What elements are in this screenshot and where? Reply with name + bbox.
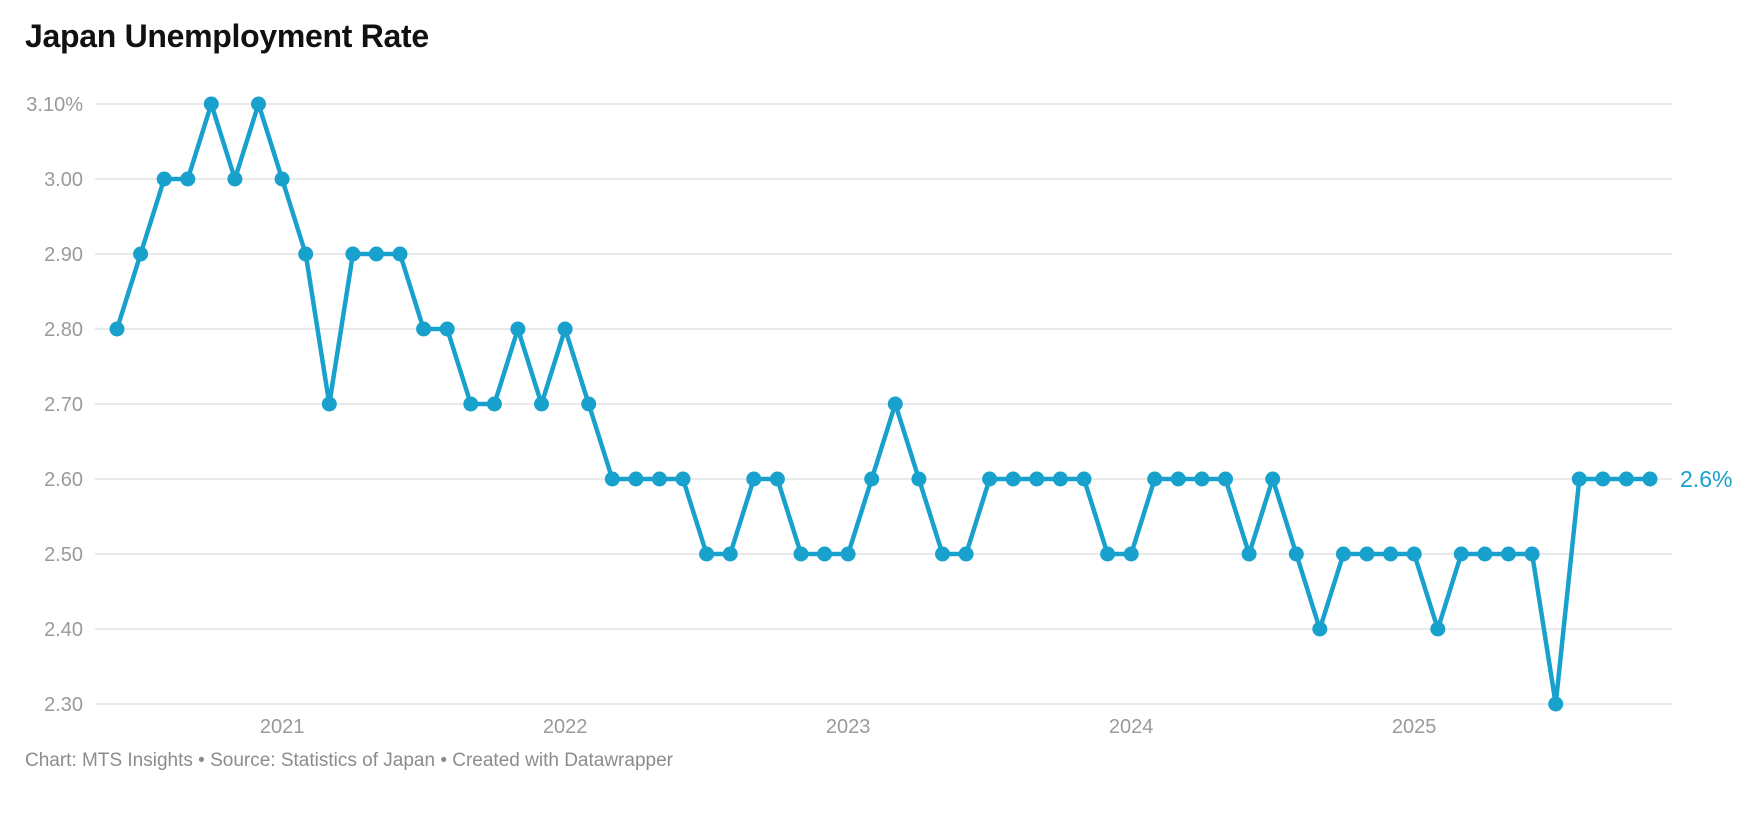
data-point-marker xyxy=(628,471,644,487)
data-point-marker xyxy=(1005,471,1021,487)
data-point-marker xyxy=(227,171,243,187)
data-point-marker xyxy=(486,396,502,412)
data-point-marker xyxy=(935,546,950,562)
data-point-marker xyxy=(675,471,691,487)
data-point-marker xyxy=(887,396,903,412)
data-point-marker xyxy=(1029,471,1045,487)
data-point-marker xyxy=(510,321,526,337)
data-point-marker xyxy=(1453,546,1469,562)
data-point-marker xyxy=(1359,546,1375,562)
data-point-marker xyxy=(109,321,125,337)
data-point-marker xyxy=(722,546,738,562)
data-point-marker xyxy=(1147,471,1163,487)
data-point-marker xyxy=(1194,471,1210,487)
data-point-marker xyxy=(1430,621,1446,637)
data-point-marker xyxy=(1170,471,1186,487)
y-axis-tick-label: 2.90 xyxy=(44,244,83,266)
x-axis-year-label: 2022 xyxy=(543,716,588,738)
data-point-marker xyxy=(1288,546,1304,562)
data-point-marker xyxy=(1548,696,1564,712)
y-axis-tick-label: 2.50 xyxy=(44,544,83,566)
data-point-marker xyxy=(274,171,290,187)
data-point-marker xyxy=(1241,546,1257,562)
data-point-marker xyxy=(1595,471,1611,487)
y-axis-tick-label: 2.30 xyxy=(44,694,83,716)
data-point-marker xyxy=(699,546,715,562)
data-point-marker xyxy=(1642,471,1658,487)
data-point-marker xyxy=(1477,546,1493,562)
y-axis-tick-label: 2.70 xyxy=(44,394,83,416)
data-point-marker xyxy=(1265,471,1281,487)
data-point-marker xyxy=(958,546,974,562)
data-point-marker xyxy=(1406,546,1422,562)
y-axis-tick-label: 2.80 xyxy=(44,319,83,341)
data-point-marker xyxy=(1383,546,1399,562)
data-point-marker xyxy=(817,546,833,562)
chart-footer: Chart: MTS Insights • Source: Statistics… xyxy=(25,750,673,771)
y-axis-tick-label: 3.10% xyxy=(26,94,83,116)
data-point-marker xyxy=(416,321,432,337)
data-point-marker xyxy=(321,396,337,412)
data-point-marker xyxy=(368,246,384,262)
data-point-marker xyxy=(1524,546,1540,562)
data-point-marker xyxy=(180,171,196,187)
x-axis-year-label: 2023 xyxy=(826,716,871,738)
data-point-marker xyxy=(911,471,927,487)
data-point-marker xyxy=(1052,471,1068,487)
data-point-marker xyxy=(463,396,479,412)
data-point-marker xyxy=(652,471,667,487)
data-point-marker xyxy=(1100,546,1116,562)
data-point-marker xyxy=(1312,621,1328,637)
data-point-marker xyxy=(746,471,762,487)
data-point-marker xyxy=(769,471,785,487)
data-point-marker xyxy=(1501,546,1516,562)
data-point-marker xyxy=(1123,546,1139,562)
data-point-marker xyxy=(581,396,597,412)
x-axis-year-label: 2024 xyxy=(1109,716,1154,738)
data-point-marker xyxy=(439,321,455,337)
data-point-marker xyxy=(345,246,361,262)
data-point-marker xyxy=(1218,471,1233,487)
data-point-marker xyxy=(203,96,219,112)
chart-title: Japan Unemployment Rate xyxy=(25,18,429,54)
x-axis-year-label: 2021 xyxy=(260,716,305,738)
data-point-marker xyxy=(1335,546,1351,562)
data-point-marker xyxy=(534,396,549,412)
x-axis-year-label: 2025 xyxy=(1392,716,1437,738)
y-axis-tick-label: 3.00 xyxy=(44,169,83,191)
data-point-marker xyxy=(1618,471,1634,487)
data-point-marker xyxy=(133,246,149,262)
y-axis-tick-label: 2.40 xyxy=(44,619,83,641)
data-point-marker xyxy=(793,546,809,562)
data-point-marker xyxy=(864,471,880,487)
data-point-marker xyxy=(251,96,266,112)
data-point-marker xyxy=(604,471,620,487)
data-point-marker xyxy=(840,546,856,562)
data-point-marker xyxy=(1076,471,1092,487)
y-axis-tick-label: 2.60 xyxy=(44,469,83,491)
data-point-marker xyxy=(298,246,314,262)
data-point-marker xyxy=(982,471,998,487)
data-point-marker xyxy=(392,246,408,262)
data-point-marker xyxy=(1571,471,1587,487)
last-value-label: 2.6% xyxy=(1680,466,1732,492)
data-point-marker xyxy=(156,171,172,187)
data-point-marker xyxy=(557,321,573,337)
